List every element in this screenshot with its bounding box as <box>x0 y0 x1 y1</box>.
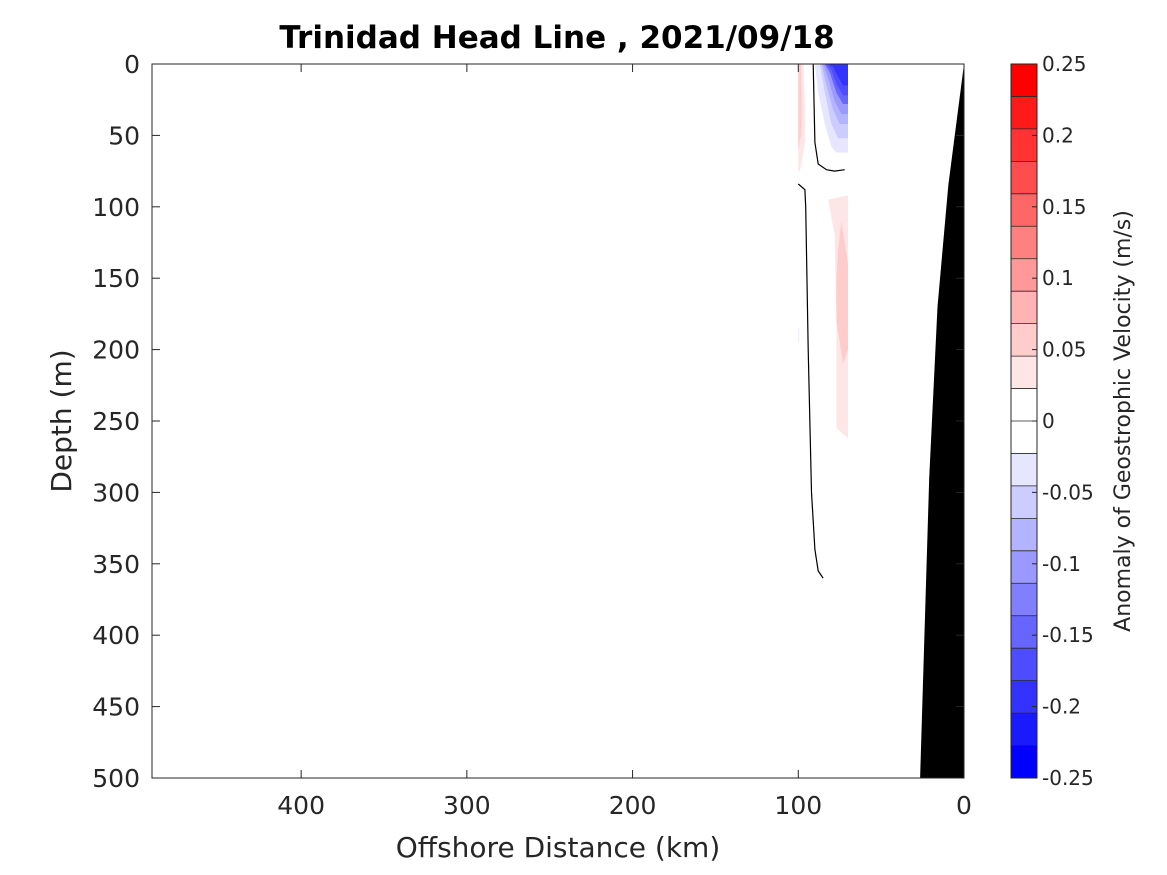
colorbar-swatch-14 <box>1011 518 1037 552</box>
colorbar-swatch-20 <box>1011 713 1037 746</box>
y-tick-label: 300 <box>92 478 140 507</box>
contour-region-11 <box>836 221 848 364</box>
colorbar-swatch-2 <box>1011 128 1037 162</box>
zero-contour-0 <box>812 64 845 172</box>
colorbar-label: Anomaly of Geostrophic Velocity (m/s) <box>1111 210 1136 632</box>
colorbar-tick-label: 0.1 <box>1042 266 1074 290</box>
x-tick-label: 400 <box>277 791 325 820</box>
y-tick-label: 250 <box>92 407 140 436</box>
x-tick-label: 100 <box>774 791 822 820</box>
contour-region-12 <box>798 235 800 393</box>
colorbar-swatch-6 <box>1011 258 1037 292</box>
colorbar-tick-label: -0.15 <box>1042 623 1094 647</box>
colorbar-swatch-11 <box>1011 421 1037 454</box>
x-tick-label: 200 <box>609 791 657 820</box>
x-tick-label: 300 <box>443 791 491 820</box>
contour-region-1 <box>798 64 802 150</box>
zero-contour-1 <box>797 183 824 579</box>
y-tick-label: 150 <box>92 264 140 293</box>
colorbar-swatch-4 <box>1011 193 1037 227</box>
bathymetry-shape <box>920 64 964 778</box>
colorbar-swatch-8 <box>1011 323 1037 357</box>
colorbar-swatch-13 <box>1011 485 1037 519</box>
colorbar-tick-label: 0.25 <box>1042 52 1087 76</box>
y-tick-label: 200 <box>92 336 140 365</box>
y-axis-ticks: 0 50 100 150 200 250 300 350 400 450 500 <box>92 50 964 793</box>
chart-title: Trinidad Head Line , 2021/09/18 <box>279 20 834 56</box>
colorbar-swatch-10 <box>1011 388 1037 422</box>
contour-region-13 <box>798 328 800 343</box>
y-tick-label: 0 <box>124 50 140 79</box>
colorbar-swatch-9 <box>1011 356 1037 389</box>
contour-fills <box>798 64 848 778</box>
colorbar-swatch-0 <box>1011 64 1037 97</box>
y-tick-label: 500 <box>92 764 140 793</box>
colorbar-swatch-18 <box>1011 648 1037 682</box>
colorbar-swatch-15 <box>1011 550 1037 584</box>
colorbar-swatch-7 <box>1011 291 1037 325</box>
colorbar-tick-label: -0.25 <box>1042 766 1094 790</box>
colorbar: 0.25 0.2 0.15 0.1 0.05 0 -0.05 -0.1 -0.15 -0.2 -0.… <box>1010 52 1094 790</box>
colorbar-tick-label: 0.2 <box>1042 123 1074 147</box>
contour-region-8 <box>828 64 848 86</box>
colorbar-swatch-21 <box>1011 745 1037 779</box>
colorbar-swatch-1 <box>1011 96 1037 130</box>
y-tick-label: 50 <box>108 121 140 150</box>
y-axis-label: Depth (m) <box>45 349 78 492</box>
colorbar-tick-label: 0.05 <box>1042 338 1087 362</box>
contour-region-14 <box>824 689 842 778</box>
y-tick-label: 100 <box>92 193 140 222</box>
colorbar-tick-label: -0.1 <box>1042 552 1081 576</box>
bathymetry <box>920 64 964 778</box>
x-axis-label: Offshore Distance (km) <box>396 831 721 864</box>
colorbar-swatch-17 <box>1011 615 1037 649</box>
colorbar-swatch-19 <box>1011 680 1037 714</box>
zero-contour-lines <box>797 64 845 579</box>
colorbar-tick-label: 0 <box>1042 409 1055 433</box>
x-tick-label: 0 <box>956 791 972 820</box>
colorbar-tick-label: -0.2 <box>1042 695 1081 719</box>
colorbar-swatch-12 <box>1011 453 1037 487</box>
colorbar-swatch-3 <box>1011 161 1037 195</box>
plot-area <box>151 63 965 779</box>
x-axis-ticks: 400 300 200 100 0 <box>277 64 972 820</box>
colorbar-tick-label: -0.05 <box>1042 480 1094 504</box>
y-tick-label: 450 <box>92 693 140 722</box>
colorbar-swatch-16 <box>1011 583 1037 617</box>
y-tick-label: 350 <box>92 550 140 579</box>
colorbar-swatch-5 <box>1011 226 1037 260</box>
colorbar-tick-label: 0.15 <box>1042 195 1087 219</box>
y-tick-label: 400 <box>92 621 140 650</box>
